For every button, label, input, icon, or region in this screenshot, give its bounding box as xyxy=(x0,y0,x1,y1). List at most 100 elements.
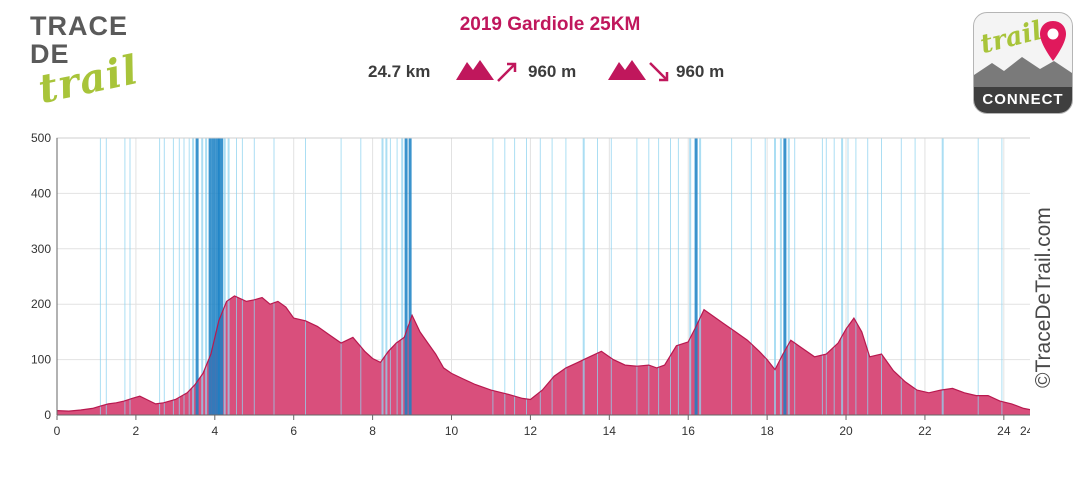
checkpoint-marker xyxy=(779,138,782,415)
location-pin-icon xyxy=(1040,21,1066,61)
checkpoint-marker xyxy=(172,138,174,415)
checkpoint-marker xyxy=(699,138,702,415)
x-tick-label: 20 xyxy=(839,424,853,438)
descent-icon xyxy=(608,60,669,82)
checkpoint-marker xyxy=(385,138,388,415)
checkpoint-marker xyxy=(253,138,255,415)
checkpoint-marker xyxy=(360,138,362,415)
checkpoint-marker xyxy=(404,138,408,415)
checkpoint-marker xyxy=(677,138,679,415)
checkpoint-marker xyxy=(273,138,275,415)
y-tick-label: 200 xyxy=(31,297,51,311)
x-tick-label: 24 xyxy=(997,424,1011,438)
checkpoint-marker xyxy=(211,138,216,415)
checkpoint-marker xyxy=(565,138,567,415)
ascent-value: 960 m xyxy=(528,62,577,81)
checkpoint-marker xyxy=(227,138,230,415)
checkpoint-marker xyxy=(847,138,849,415)
checkpoint-marker xyxy=(129,138,131,415)
elevation-area xyxy=(57,295,1030,415)
x-tick-label: 16 xyxy=(682,424,696,438)
checkpoint-marker xyxy=(389,138,391,415)
checkpoint-marker xyxy=(881,138,882,415)
elevation-outline xyxy=(56,295,1030,412)
x-tick-label: 22 xyxy=(918,424,932,438)
checkpoint-marker xyxy=(750,138,752,415)
x-axis-ticks: 02468101214161820222424.79 xyxy=(54,424,1030,438)
checkpoint-marker xyxy=(977,138,979,415)
y-axis-ticks: 0 100 200 300 400 500 xyxy=(31,131,51,422)
x-tick-label: 8 xyxy=(369,424,376,438)
checkpoint-marker xyxy=(821,138,823,415)
copyright-text: ©TraceDeTrail.com xyxy=(1032,207,1055,388)
chart-title: 2019 Gardiole 25KM xyxy=(459,14,641,35)
x-tick-label: 12 xyxy=(524,424,538,438)
elevation-line xyxy=(56,295,1030,412)
distance-value: 24.7 km xyxy=(368,62,431,81)
y-tick-label: 400 xyxy=(31,186,51,200)
checkpoint-marker xyxy=(215,138,220,415)
checkpoint-marker xyxy=(208,138,212,415)
logo-word-de: DE xyxy=(30,39,70,69)
checkpoint-marker xyxy=(526,138,527,415)
checkpoint-marker xyxy=(731,138,733,415)
checkpoint-marker xyxy=(783,138,787,415)
checkpoint-marker xyxy=(900,138,902,415)
checkpoint-marker xyxy=(99,138,101,415)
checkpoint-marker xyxy=(597,138,598,415)
checkpoint-marker xyxy=(340,138,342,415)
checkpoint-marker xyxy=(183,138,185,415)
descent-value: 960 m xyxy=(676,62,725,81)
y-tick-label: 500 xyxy=(31,131,51,145)
checkpoint-marker xyxy=(670,138,671,415)
checkpoint-marker xyxy=(195,138,199,415)
checkpoint-marker xyxy=(787,138,790,415)
checkpoint-marker xyxy=(223,138,226,415)
elevation-fill xyxy=(57,295,1030,415)
checkpoint-marker xyxy=(178,138,180,415)
checkpoint-marker xyxy=(610,138,612,415)
x-tick-label: 10 xyxy=(445,424,459,438)
checkpoint-marker xyxy=(381,138,384,415)
checkpoint-marker xyxy=(408,138,412,415)
checkpoint-marker xyxy=(539,138,541,415)
checkpoint-marker xyxy=(941,138,944,415)
checkpoint-marker xyxy=(396,138,398,415)
x-tick-label: 0 xyxy=(54,424,61,438)
checkpoint-marker xyxy=(551,138,553,415)
x-tick-label: 4 xyxy=(211,424,218,438)
checkpoint-marker xyxy=(124,138,126,415)
checkpoint-marker xyxy=(504,138,506,415)
y-tick-label: 300 xyxy=(31,242,51,256)
trail-connect-logo: trail CONNECT xyxy=(973,12,1073,114)
checkpoint-marker xyxy=(658,138,660,415)
checkpoint-marker xyxy=(774,138,776,415)
x-tick-label: 6 xyxy=(290,424,297,438)
checkpoint-marker xyxy=(855,138,857,415)
checkpoint-marker xyxy=(689,138,692,415)
x-tick-label: 18 xyxy=(760,424,774,438)
checkpoint-marker xyxy=(188,138,190,415)
checkpoint-marker xyxy=(514,138,516,415)
checkpoint-marker xyxy=(205,138,208,415)
connect-logo-bar xyxy=(974,87,1072,113)
checkpoint-marker xyxy=(163,138,165,415)
checkpoint-marker xyxy=(236,138,237,415)
ascent-icon xyxy=(456,60,517,82)
checkpoint-marker xyxy=(841,138,844,415)
chart-header: 2019 Gardiole 25KM 24.7 km 960 m 960 m xyxy=(300,0,800,100)
checkpoint-marker xyxy=(201,138,204,415)
checkpoint-marker xyxy=(218,138,224,415)
checkpoint-marker xyxy=(192,138,195,415)
mountain-icon xyxy=(974,57,1072,89)
checkpoint-marker xyxy=(794,138,796,415)
checkpoint-markers xyxy=(99,138,1003,415)
checkpoint-marker xyxy=(867,138,869,415)
x-tick-label: 14 xyxy=(603,424,617,438)
checkpoint-marker xyxy=(241,138,243,415)
checkpoint-marker xyxy=(825,138,827,415)
connect-logo-word: CONNECT xyxy=(982,91,1064,108)
checkpoint-marker xyxy=(1001,138,1003,415)
checkpoint-marker xyxy=(305,138,306,415)
y-tick-label: 100 xyxy=(31,353,51,367)
